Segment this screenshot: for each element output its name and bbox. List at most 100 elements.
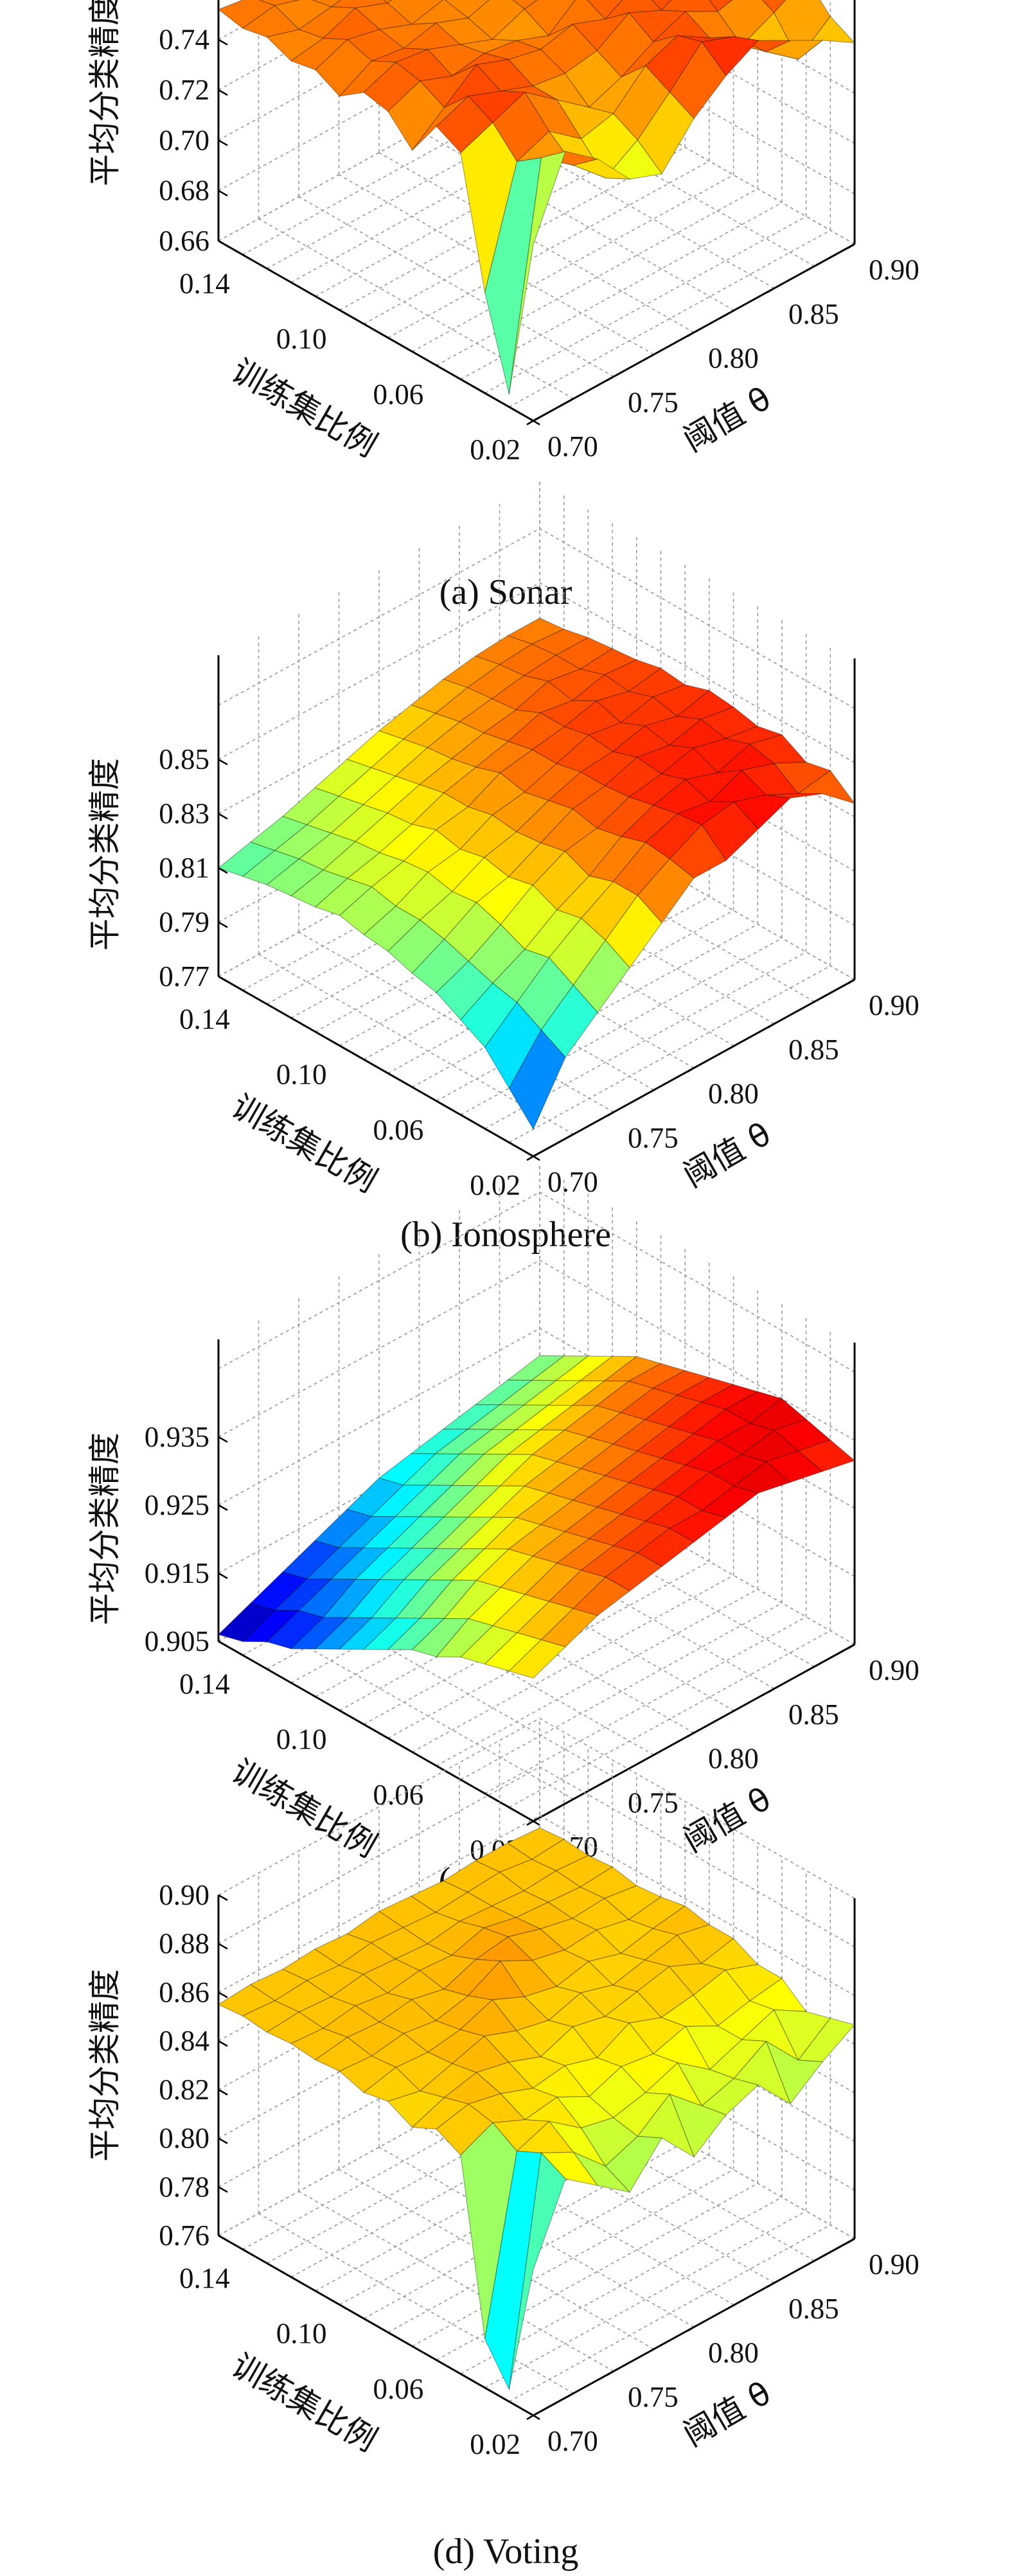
x-tick-label: 0.10 — [276, 1059, 327, 1091]
y-tick-label: 0.70 — [547, 2425, 598, 2457]
y-tick-label: 0.80 — [708, 1078, 759, 1110]
surface-patch — [589, 2066, 646, 2119]
chart-voting: 0.760.780.800.820.840.860.880.90平均分类精度0.… — [86, 1718, 919, 2572]
surface-patch — [362, 1958, 421, 1994]
surface-patch — [701, 2078, 759, 2115]
surface-patch — [604, 1451, 662, 1483]
y-tick-label: 0.90 — [869, 1654, 919, 1686]
x-tick-label: 0.06 — [373, 1779, 423, 1811]
surface-patch — [547, 1992, 606, 2027]
surface-patch — [427, 2029, 486, 2065]
x-tick-label: 0.14 — [179, 1003, 230, 1036]
surface-patch — [395, 49, 453, 82]
z-axis: 0.905 0.915 0.925 0.935 平均分类精度 — [86, 1421, 228, 1657]
z-axis-label: 平均分类精度 — [86, 1433, 123, 1625]
surface-patch — [709, 0, 733, 12]
z-tick-label: 0.66 — [159, 225, 209, 257]
surface-patch — [531, 726, 590, 764]
z-tick-label: 0.76 — [159, 2219, 209, 2252]
y-tick-label: 0.75 — [628, 1122, 679, 1154]
z-tick-label: 0.86 — [159, 1976, 209, 2008]
surface — [217, 617, 856, 1131]
z-axis: 0.76 0.78 0.80 0.82 0.84 0.86 0.88 0.90 平均分类精度 — [86, 1879, 228, 2252]
y-axis-label: 阈值 θ — [677, 380, 777, 459]
y-axis-label: 阈值 θ — [677, 1115, 777, 1194]
surface-patch — [484, 2151, 542, 2391]
surface-patch — [508, 1029, 566, 1131]
y-tick-label: 0.85 — [788, 1698, 839, 1731]
z-tick-label: 0.68 — [159, 175, 209, 207]
y-tick-label: 0.75 — [628, 386, 679, 418]
surface-patch — [555, 1855, 614, 1888]
chart-sonar: 0.660.680.700.720.740.760.78平均分类精度0.020.… — [86, 0, 919, 612]
surface-patch — [474, 635, 533, 666]
surface-patch — [516, 1601, 574, 1641]
surface-patch — [242, 1609, 300, 1643]
caption: (b) Ionosphere — [400, 1215, 611, 1255]
surface-patch — [412, 96, 469, 151]
surface-patch — [475, 1548, 534, 1588]
x-tick-label: 0.10 — [276, 1724, 327, 1756]
surface-patch — [761, 0, 786, 13]
z-axis-label: 平均分类精度 — [86, 0, 123, 186]
x-tick-label: 0.14 — [179, 1668, 230, 1700]
surface-patch — [587, 1412, 646, 1445]
surface-patch — [548, 0, 606, 36]
y-tick-label: 0.70 — [547, 1166, 598, 1198]
x-axis-label: 训练集比例 — [226, 1088, 384, 1200]
surface-patch — [475, 1454, 533, 1486]
x-tick-label: 0.10 — [276, 2318, 327, 2350]
surface-patch — [443, 1959, 501, 1997]
surface-patch — [403, 2020, 461, 2053]
z-tick-label: 0.905 — [145, 1625, 209, 1657]
surface-patch — [515, 1404, 574, 1431]
surface-patch — [508, 2151, 566, 2390]
chart-wdbc: 0.905 0.915 0.925 0.935 平均分类精度 0.02 0.06 0.10 0.… — [86, 1163, 919, 1900]
surface-patch — [330, 1547, 389, 1580]
surface-patch — [402, 22, 461, 50]
surface-patch — [418, 1955, 477, 1990]
surface-patch — [596, 1482, 655, 1515]
z-tick-label: 0.935 — [145, 1421, 209, 1453]
z-tick-label: 0.82 — [159, 2074, 209, 2106]
surface-patch — [298, 1996, 357, 2029]
surface-patch — [612, 1521, 671, 1553]
surface-patch — [652, 1905, 711, 1936]
surface-patch — [523, 1461, 582, 1494]
surface-patch — [436, 95, 493, 154]
y-tick-label: 0.75 — [628, 2381, 679, 2413]
surface-patch — [442, 1404, 501, 1430]
surface-patch — [443, 766, 501, 807]
z-tick-label: 0.79 — [159, 906, 209, 939]
surface-patch — [651, 0, 672, 11]
surface-patch — [386, 1970, 445, 2000]
y-axis-label: 阈值 θ — [677, 1780, 777, 1859]
surface-patch — [410, 1428, 469, 1454]
surface-patch — [474, 1842, 533, 1873]
surface-patch — [511, 0, 538, 10]
z-tick-label: 0.90 — [159, 1879, 209, 1911]
z-tick-label: 0.83 — [159, 798, 209, 830]
surface-patch — [363, 62, 421, 112]
x-tick-label: 0.10 — [276, 323, 327, 355]
surface-patch — [612, 2092, 671, 2137]
y-tick-label: 0.85 — [788, 1034, 839, 1066]
surface-patch — [531, 1531, 590, 1564]
surface-patch — [314, 39, 373, 97]
x-tick-label: 0.06 — [373, 2373, 423, 2405]
surface-patch — [612, 842, 671, 896]
z-tick-label: 0.77 — [159, 960, 209, 992]
surface-patch — [797, 1439, 856, 1472]
x-tick-label: 0.02 — [470, 1169, 520, 1201]
y-tick-label: 0.70 — [547, 430, 598, 463]
x-tick-label: 0.02 — [470, 434, 520, 466]
surface-patch — [732, 1461, 792, 1494]
surface-patch — [311, 0, 342, 8]
surface-patch — [555, 1355, 614, 1382]
surface-patch — [322, 2005, 381, 2038]
z-axis: 0.77 0.79 0.81 0.83 0.85 平均分类精度 — [86, 743, 228, 992]
surface-patch — [458, 39, 517, 54]
